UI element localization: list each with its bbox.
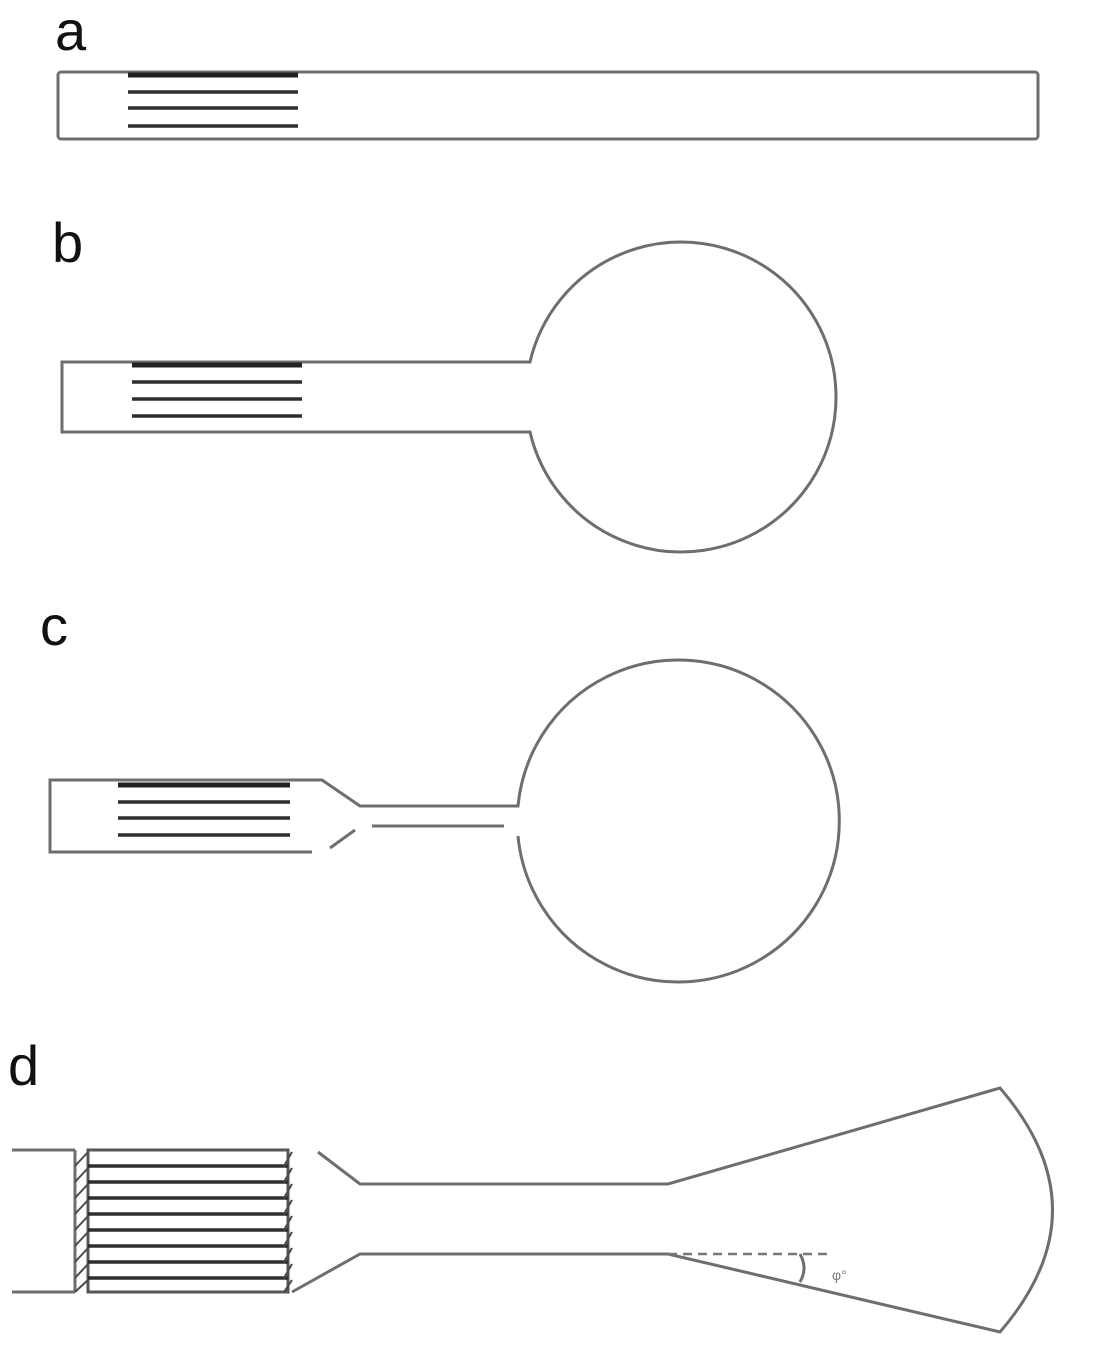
angle-arc: [798, 1253, 806, 1283]
electrode-lines: [128, 72, 298, 128]
comb-hatching-left: [74, 1151, 89, 1293]
panel-c-label: c: [40, 594, 68, 657]
angle-label: φ°: [832, 1267, 847, 1283]
comb-electrode-block: [86, 1148, 290, 1294]
panel-b-label: b: [52, 211, 83, 274]
panel-d-label: d: [8, 1034, 39, 1097]
panel-c: c: [40, 594, 841, 984]
narrow-neck-outline-top: [48, 658, 841, 984]
panel-d: d: [8, 1034, 1054, 1334]
paddle-outline: [291, 1086, 1054, 1334]
electrode-lines: [118, 782, 290, 837]
comb-hatching-right: [283, 1151, 293, 1293]
panel-a: a: [55, 0, 1040, 141]
strip-outline: [56, 70, 1040, 141]
electrode-lines: [132, 362, 302, 418]
spoon-outline: [60, 240, 838, 554]
panel-b: b: [52, 211, 838, 554]
panel-a-label: a: [55, 0, 87, 62]
electrode-lines: [88, 1164, 288, 1280]
narrow-neck-outline-bottom: [329, 824, 504, 850]
